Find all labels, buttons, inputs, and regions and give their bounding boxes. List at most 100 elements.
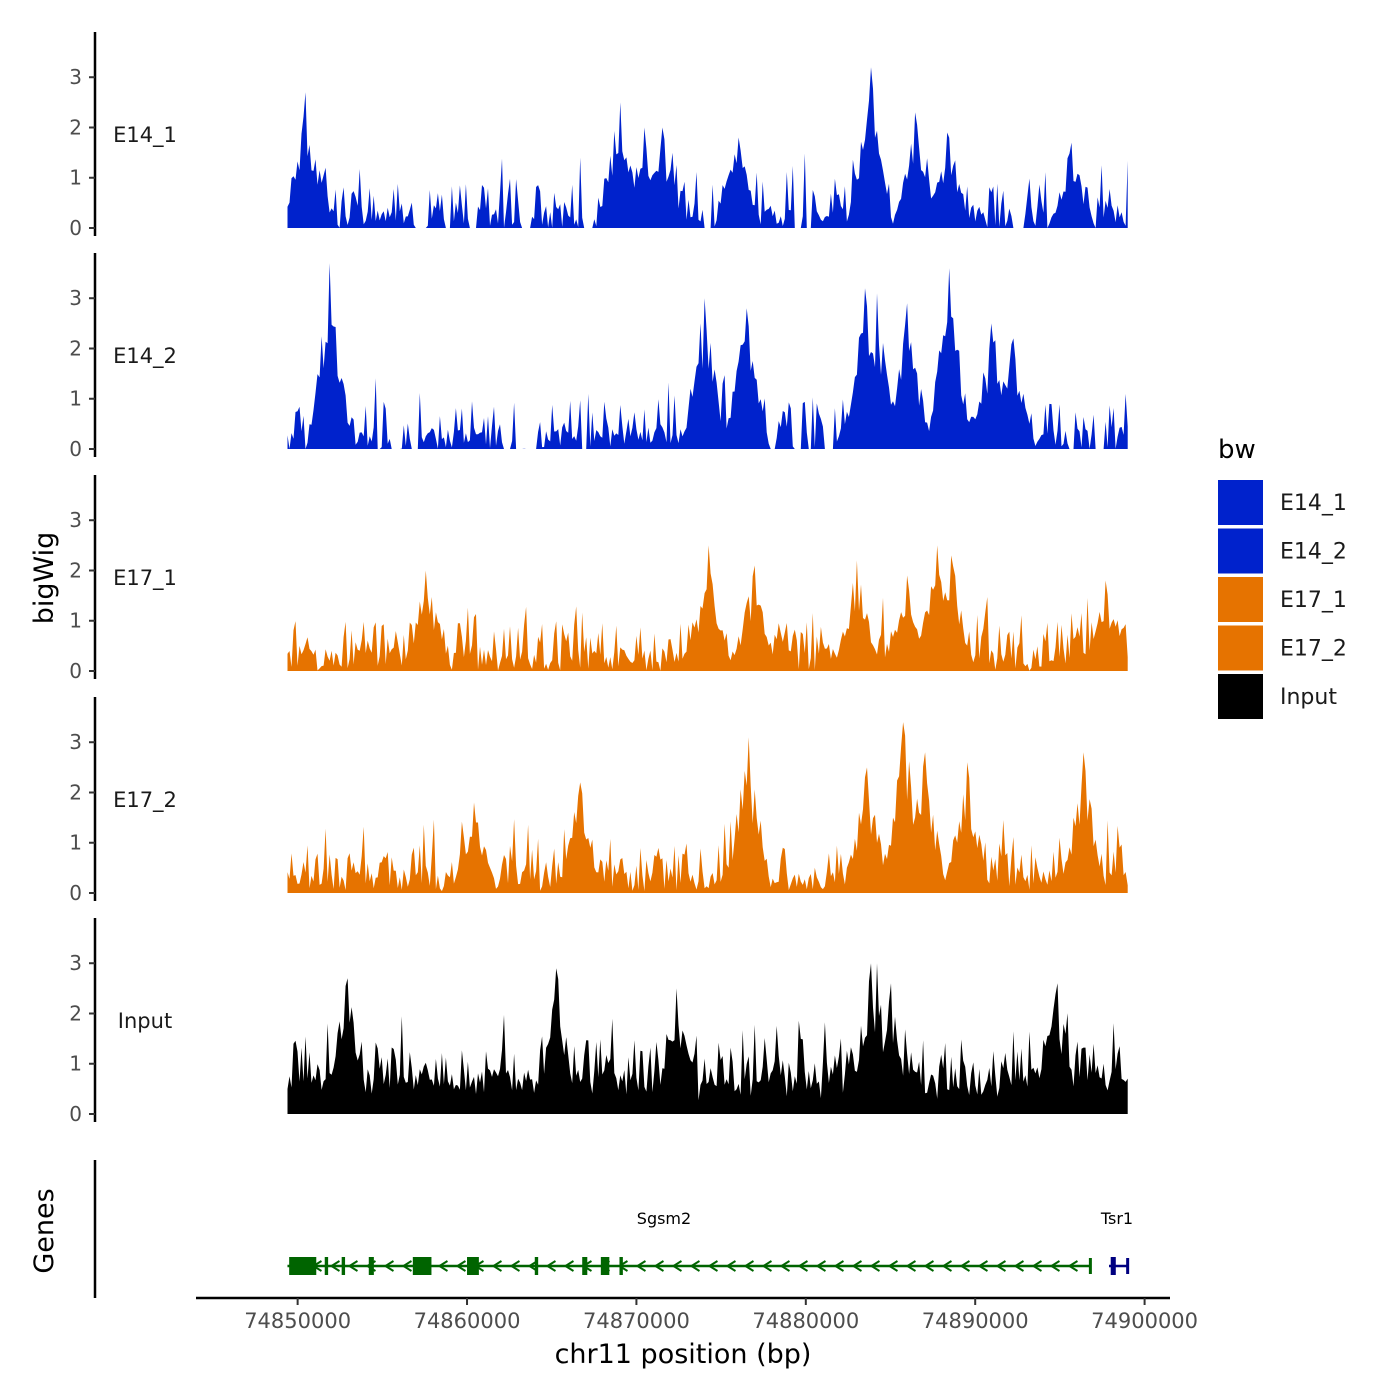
coverage-area <box>287 722 1128 893</box>
y-tick-label: 0 <box>69 881 82 905</box>
legend-label: E17_1 <box>1280 588 1347 613</box>
gene-exon <box>324 1257 329 1275</box>
genes-layer: Sgsm2 Tsr1 <box>93 1160 1133 1298</box>
strand-arrow <box>563 1260 575 1272</box>
gene-exon <box>1110 1257 1116 1275</box>
y-tick-label: 0 <box>69 659 82 683</box>
strand-arrow <box>347 1260 359 1272</box>
strand-arrow <box>437 1260 449 1272</box>
legend-entry: Input <box>1218 674 1337 719</box>
strand-arrow <box>383 1260 395 1272</box>
y-tick-label: 0 <box>69 1102 82 1126</box>
coverage-area <box>287 963 1128 1114</box>
track-label: E14_1 <box>113 123 177 148</box>
x-tick-label: 74890000 <box>922 1309 1029 1333</box>
strand-arrow <box>833 1260 845 1272</box>
legend-label: Input <box>1280 685 1337 710</box>
gene-exon <box>289 1257 317 1275</box>
track-e14-1: 0 1 2 3 E14_1 <box>69 32 1128 240</box>
gene-exon <box>582 1257 588 1275</box>
y-tick-label: 1 <box>69 609 82 633</box>
legend-entry: E14_1 <box>1218 480 1347 525</box>
legend-label: E14_1 <box>1280 491 1347 516</box>
coverage-area <box>287 67 1128 228</box>
gene-exon <box>368 1257 374 1275</box>
y-tick-label: 3 <box>69 286 82 310</box>
track-label: Input <box>118 1009 172 1033</box>
legend-entry: E14_2 <box>1218 528 1347 574</box>
strand-arrow <box>869 1260 881 1272</box>
y-tick-label: 3 <box>69 65 82 89</box>
strand-arrow <box>1067 1260 1079 1272</box>
legend-swatch <box>1218 625 1263 671</box>
x-axis-title: chr11 position (bp) <box>555 1339 812 1370</box>
legend: E14_1 E14_2 E17_1 E17_2 Input <box>1218 480 1347 719</box>
x-tick-label: 74860000 <box>414 1309 521 1333</box>
strand-arrow <box>1013 1260 1025 1272</box>
strand-arrow <box>743 1260 755 1272</box>
strand-arrow <box>455 1260 467 1272</box>
strand-arrow <box>401 1260 413 1272</box>
legend-swatch <box>1218 480 1263 525</box>
legend-swatch <box>1218 674 1263 719</box>
legend-title: bw <box>1218 435 1256 465</box>
legend-entry: E17_2 <box>1218 625 1347 671</box>
strand-arrow <box>905 1260 917 1272</box>
track-label: E14_2 <box>113 344 177 369</box>
y-tick-label: 0 <box>69 437 82 461</box>
legend-entry: E17_1 <box>1218 577 1347 622</box>
gene-exon <box>619 1257 623 1275</box>
strand-arrow <box>959 1260 971 1272</box>
y-tick-label: 2 <box>69 780 82 804</box>
strand-arrow <box>635 1260 647 1272</box>
gene-name-label: Sgsm2 <box>637 1209 691 1228</box>
strand-arrow <box>995 1260 1007 1272</box>
track-e14-2: 0 1 2 3 E14_2 <box>69 253 1128 461</box>
strand-arrow <box>545 1260 557 1272</box>
y-tick-label: 1 <box>69 166 82 190</box>
strand-arrow <box>689 1260 701 1272</box>
strand-arrow <box>761 1260 773 1272</box>
legend-swatch <box>1218 528 1263 574</box>
strand-arrow <box>491 1260 503 1272</box>
strand-arrow <box>815 1260 827 1272</box>
y-tick-label: 1 <box>69 387 82 411</box>
strand-arrow <box>797 1260 809 1272</box>
strand-arrow <box>1031 1260 1043 1272</box>
legend-label: E14_2 <box>1280 540 1347 565</box>
strand-arrow <box>1049 1260 1061 1272</box>
strand-arrow <box>509 1260 521 1272</box>
gene-exon <box>534 1257 539 1275</box>
legend-label: E17_2 <box>1280 637 1347 662</box>
strand-arrow <box>887 1260 899 1272</box>
strand-arrow <box>725 1260 737 1272</box>
x-tick-label: 74850000 <box>244 1309 351 1333</box>
y-tick-label: 3 <box>69 508 82 532</box>
strand-arrow <box>923 1260 935 1272</box>
y-tick-label: 2 <box>69 1001 82 1025</box>
coverage-area <box>287 545 1128 671</box>
strand-arrow <box>329 1260 341 1272</box>
x-tick-label: 74900000 <box>1091 1309 1198 1333</box>
gene-name-label: Tsr1 <box>1100 1209 1133 1228</box>
x-tick-label: 74870000 <box>583 1309 690 1333</box>
legend-swatch <box>1218 577 1263 622</box>
gene-exon <box>341 1257 346 1275</box>
y-tick-label: 2 <box>69 115 82 139</box>
y-tick-label: 2 <box>69 558 82 582</box>
strand-arrow <box>779 1260 791 1272</box>
track-input: 0 1 2 3 Input <box>69 918 1128 1126</box>
strand-arrow <box>851 1260 863 1272</box>
y-tick-label: 3 <box>69 951 82 975</box>
strand-arrow <box>977 1260 989 1272</box>
gene-exon <box>600 1257 610 1275</box>
strand-arrow <box>941 1260 953 1272</box>
strand-arrow <box>653 1260 665 1272</box>
gene-exon <box>412 1257 432 1275</box>
y-tick-label: 1 <box>69 1052 82 1076</box>
strand-arrow <box>707 1260 719 1272</box>
y-axis-title: bigWig <box>29 532 60 625</box>
y-tick-label: 1 <box>69 831 82 855</box>
gene-tsr1: Tsr1 <box>1100 1209 1133 1275</box>
